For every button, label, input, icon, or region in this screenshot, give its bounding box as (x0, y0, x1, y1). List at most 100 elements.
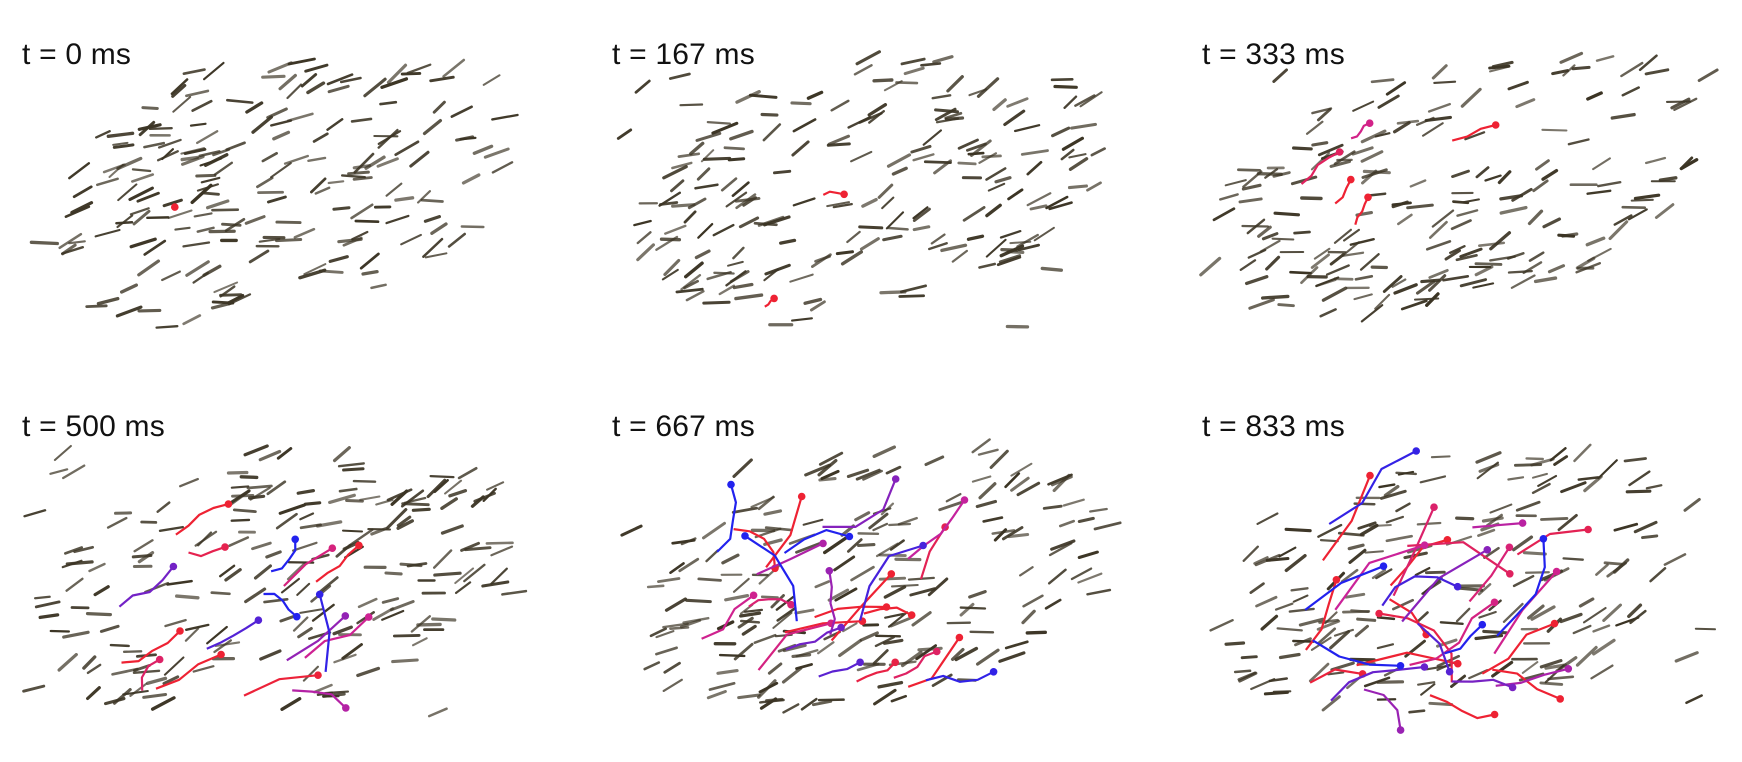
fish (1048, 542, 1073, 557)
fish (853, 64, 873, 76)
fish (1265, 556, 1290, 562)
fish (286, 112, 314, 123)
fish (1527, 604, 1545, 620)
fish (850, 150, 873, 163)
fish (1462, 198, 1480, 204)
fish (359, 495, 381, 501)
fish (202, 191, 220, 196)
fish (1549, 447, 1567, 462)
fish (671, 538, 696, 545)
fish (697, 577, 722, 582)
fish (62, 630, 90, 639)
fish (636, 243, 655, 262)
fish (38, 613, 60, 620)
fish (1475, 166, 1490, 179)
fish (1567, 138, 1590, 146)
fish (1371, 568, 1387, 580)
fish (954, 646, 979, 662)
fish (802, 518, 824, 526)
fish (1621, 86, 1640, 97)
fish (662, 678, 683, 692)
fish (998, 651, 1026, 663)
fish (155, 325, 179, 329)
fish (171, 83, 187, 98)
fish (1613, 214, 1633, 226)
fish (1061, 136, 1084, 151)
fish (1265, 255, 1281, 271)
fish (718, 284, 736, 296)
fish (327, 180, 345, 185)
fish (356, 666, 381, 678)
fish (827, 588, 850, 602)
fish (1086, 588, 1112, 596)
fish (1276, 627, 1303, 632)
fish (270, 119, 293, 127)
startle-fish-head (891, 658, 899, 667)
fish (1475, 451, 1502, 464)
fish (1697, 68, 1719, 83)
fish (732, 246, 745, 260)
startle-track (1322, 475, 1372, 562)
fish (64, 546, 84, 555)
fish (924, 455, 945, 467)
fish (1219, 193, 1239, 201)
fish (278, 73, 297, 91)
fish (1491, 60, 1514, 69)
startle-track (785, 626, 842, 651)
fish (1654, 203, 1675, 219)
startle-fish-head (891, 475, 900, 483)
startle-track (1416, 622, 1451, 673)
startle-track (140, 658, 161, 691)
fish (981, 154, 1002, 159)
fish (58, 232, 83, 250)
fish (775, 595, 795, 611)
fish (1427, 102, 1451, 113)
fish (472, 144, 494, 155)
startle-fish-head (155, 655, 164, 664)
fish (847, 116, 872, 129)
fish (1628, 470, 1651, 487)
fish (1333, 628, 1354, 637)
fish (385, 182, 403, 197)
fish (70, 201, 94, 215)
fish (818, 451, 844, 466)
fish (890, 694, 908, 703)
fish (261, 151, 278, 163)
fish (1343, 228, 1360, 242)
fish (1310, 253, 1330, 269)
fish (248, 494, 266, 500)
fish (1327, 671, 1345, 676)
fish (702, 521, 726, 540)
fish (685, 290, 705, 302)
fish (670, 179, 685, 193)
fish (1333, 228, 1352, 244)
fish (643, 661, 661, 671)
startle-fish-head (1445, 667, 1454, 676)
fish (1376, 680, 1405, 684)
startle-fish-head (1364, 193, 1372, 202)
fish (1347, 543, 1365, 551)
time-label: t = 667 ms (612, 410, 755, 443)
startle-track (744, 534, 798, 622)
startle-track (925, 670, 995, 683)
fish (1477, 583, 1492, 596)
startle-fish-head (169, 562, 178, 571)
fish (353, 152, 375, 174)
fish (450, 105, 473, 118)
fish (957, 138, 979, 150)
fish (1442, 274, 1470, 282)
fish-group (616, 50, 1106, 329)
fish (1541, 128, 1568, 132)
fish (1317, 627, 1337, 645)
fish (944, 111, 963, 120)
fish (205, 199, 230, 210)
startle-track (701, 594, 755, 640)
fish (53, 444, 72, 462)
startle-fish-head (1454, 659, 1462, 668)
fish (224, 568, 242, 582)
fish (1572, 624, 1592, 635)
startle-fish-head (933, 647, 941, 656)
fish (1573, 443, 1592, 463)
fish (763, 509, 783, 516)
fish (817, 641, 835, 655)
